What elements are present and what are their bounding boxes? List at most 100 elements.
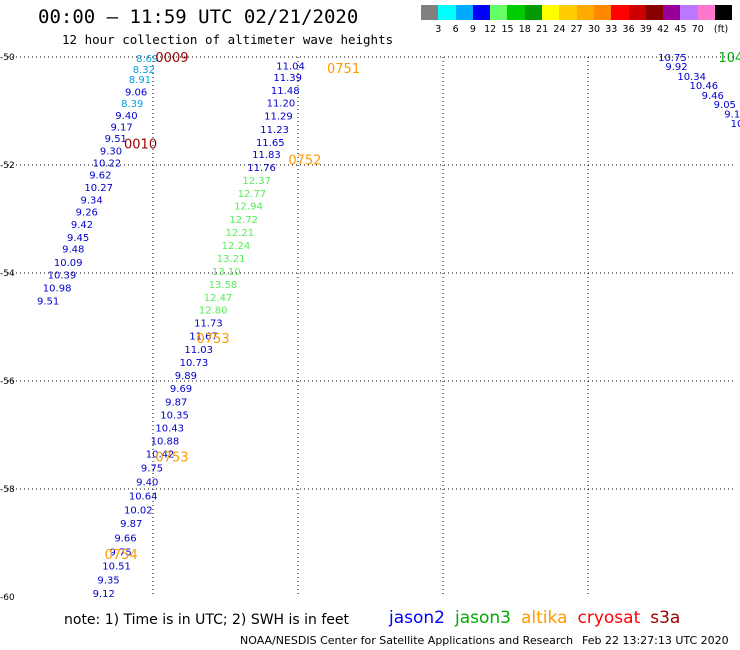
wave-height-point: 9.51 [37,297,59,308]
wave-height-point: 10.88 [151,436,180,447]
wave-height-point: 12.24 [222,241,251,252]
wave-height-point: 13.10 [212,267,241,278]
wave-height-point: 9.26 [76,207,98,218]
legend-label: 12 [484,24,497,35]
legend-swatch [645,5,664,20]
wave-height-point: 10.43 [155,423,184,434]
pass-time-label: 0752 [288,154,321,169]
wave-height-point: 11.03 [184,345,213,356]
y-tick-label: -56 [0,377,15,387]
wave-height-point: 11.39 [273,73,302,84]
chart-title: 00:00 — 11:59 UTC 02/21/2020 [38,6,359,28]
wave-height-point: 11.29 [264,111,293,122]
wave-height-point: 9.42 [71,220,93,231]
wave-height-point: 8.91 [129,75,151,86]
wave-height-point: 13.58 [209,280,238,291]
wave-height-point: 10.42 [146,449,175,460]
wave-height-point: 12.77 [238,189,267,200]
wave-height-point: 9.75 [141,463,163,474]
wave-height-point: 11.83 [252,150,281,161]
legend-swatch [593,5,612,20]
wave-height-point: 9.34 [81,196,103,207]
wave-height-point: 9.06 [125,88,147,99]
wave-height-point: 10.98 [43,284,72,295]
wave-height-point: 11.20 [267,98,296,109]
y-tick-label: -54 [0,269,15,279]
pass-time-label: 0753 [197,332,230,347]
wave-height-point: 9.17 [110,123,132,134]
legend-swatch [663,5,681,20]
wave-height-point: 10 [731,119,740,130]
chart-subtitle: 12 hour collection of altimeter wave hei… [62,32,394,47]
wave-height-point: 12.21 [226,228,255,239]
pass-time-label: 0751 [327,62,360,77]
wave-height-point: 9.40 [136,477,158,488]
wave-height-point: 9.87 [120,519,142,530]
wave-height-point: 10.02 [124,506,153,517]
y-tick-label: -58 [0,485,15,495]
legend-label: 33 [605,24,618,35]
y-tick-label: -52 [0,161,15,171]
legend-label: 39 [639,24,652,35]
wave-height-point: 12.80 [199,306,228,317]
legend-swatch [507,5,525,20]
wave-height-point: 9.46 [702,91,724,102]
wave-height-point: 9.62 [89,171,111,182]
legend-swatch [697,5,716,20]
wave-height-point: 9.89 [175,371,197,382]
pass-time-label: 0010 [124,137,157,152]
y-tick-label: -50 [0,53,15,63]
legend-label: 6 [452,24,459,35]
wave-height-point: 10.27 [84,183,113,194]
wave-height-point: 10.22 [93,158,122,169]
wave-height-point: 12.37 [242,176,271,187]
wave-height-point: 10.35 [160,410,189,421]
wave-height-point: 9.1 [724,110,740,121]
satellite-label-s3a: s3a [650,608,681,628]
legend-swatch [611,5,629,20]
satellite-label-altika: altika [521,608,568,628]
wave-height-point: 10.39 [48,271,77,282]
legend-swatch [542,5,560,20]
satellite-legend: jason2 jason3 altika cryosat s3a [389,608,690,628]
pass-time-label: 0753 [155,451,188,466]
wave-height-point: 8.39 [121,99,143,110]
wave-height-point: 9.51 [105,134,127,145]
wave-height-point: 12.47 [204,293,233,304]
y-tick-label: -60 [0,593,15,603]
pass-time-label: 0754 [105,548,138,563]
wave-height-point: 12.72 [229,215,258,226]
wave-height-point: 9.92 [665,62,687,73]
legend-swatch [421,5,439,20]
wave-height-point: 10.64 [129,491,158,502]
wave-height-point: 10.34 [677,72,706,83]
wave-height-point: 9.12 [93,589,115,600]
legend-swatch [472,5,491,20]
legend-swatch [628,5,646,20]
legend-label: 15 [501,24,514,35]
wave-height-point: 11.48 [271,86,300,97]
legend-label: 42 [657,24,670,35]
pass-time-label: 0009 [155,51,188,66]
legend-swatch [715,5,733,20]
wave-height-point: 11.73 [194,319,223,330]
wave-height-point: 9.40 [115,111,137,122]
legend-swatch [576,5,594,20]
credit-text: NOAA/NESDIS Center for Satellite Applica… [240,634,574,647]
wave-height-point: 10.73 [180,358,209,369]
legend-label: 30 [587,24,601,35]
pass-time-label: 1042 [719,51,740,66]
wave-height-point: 9.66 [114,534,136,545]
wave-height-point: 10.51 [102,562,131,573]
legend-swatch [490,5,508,20]
legend-label: 18 [518,24,531,35]
wave-height-point: 12.94 [234,202,263,213]
wave-height-point: 9.48 [62,245,84,256]
legend-label: 36 [622,24,635,35]
wave-height-point: 11.67 [189,332,218,343]
wave-height-point: 9.75 [110,548,132,559]
wave-height-point: 13.21 [217,254,246,265]
wave-height-point: 11.04 [276,62,305,73]
wave-height-point: 11.23 [260,125,289,136]
legend-swatch [438,5,456,20]
